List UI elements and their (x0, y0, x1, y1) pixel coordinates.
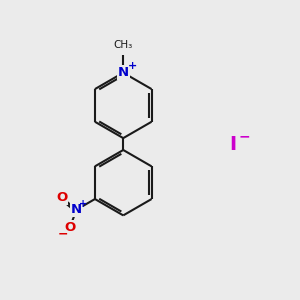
Text: +: + (79, 200, 87, 209)
Text: +: + (128, 61, 137, 71)
Text: N: N (118, 66, 129, 79)
Text: −: − (58, 227, 68, 240)
Text: I: I (230, 135, 237, 154)
Text: CH₃: CH₃ (114, 40, 133, 50)
Text: N: N (71, 203, 82, 216)
Text: O: O (56, 191, 67, 204)
Text: −: − (239, 130, 250, 144)
Text: O: O (64, 221, 75, 234)
